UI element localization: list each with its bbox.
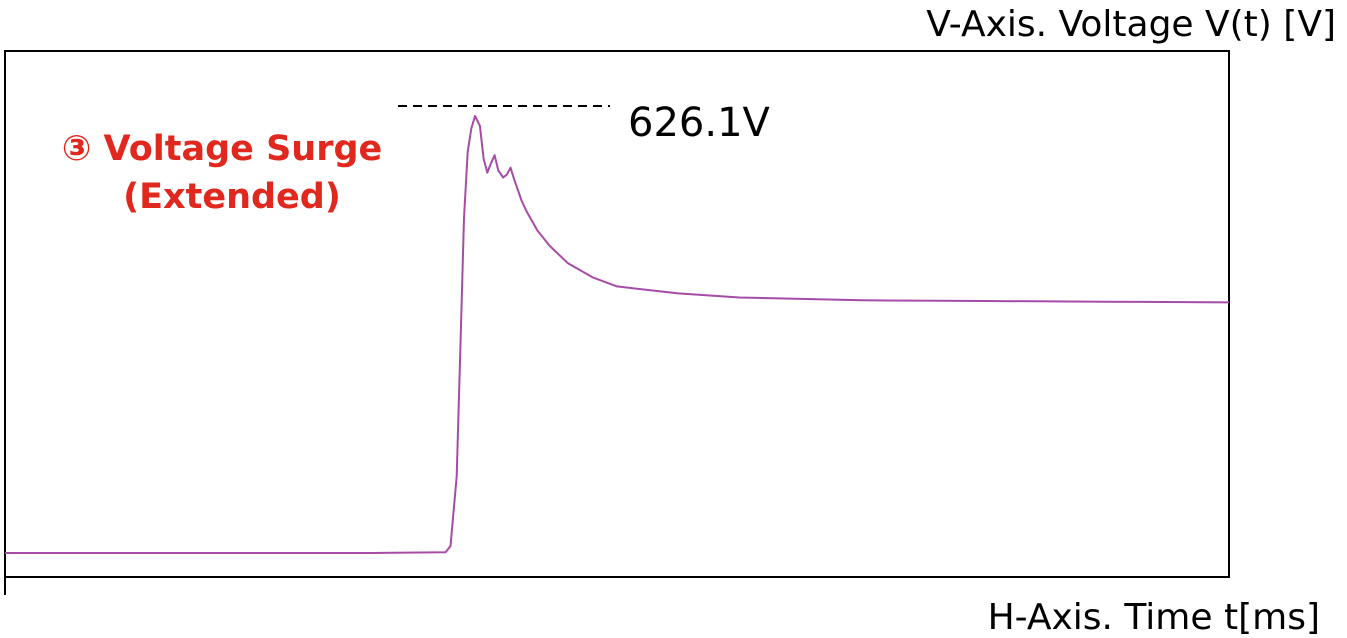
y-axis-title: V-Axis. Voltage V(t) [V]	[926, 4, 1336, 45]
plot-frame	[4, 50, 1230, 578]
voltage-series-line-0	[5, 115, 1230, 554]
series-layer	[5, 115, 1230, 554]
surge-label-line1: ③ Voltage Surge	[62, 129, 383, 169]
x-axis-title: H-Axis. Time t[ms]	[988, 597, 1320, 638]
peak-value-label: 626.1V	[628, 100, 771, 146]
surge-label-line2: (Extended)	[123, 177, 341, 217]
